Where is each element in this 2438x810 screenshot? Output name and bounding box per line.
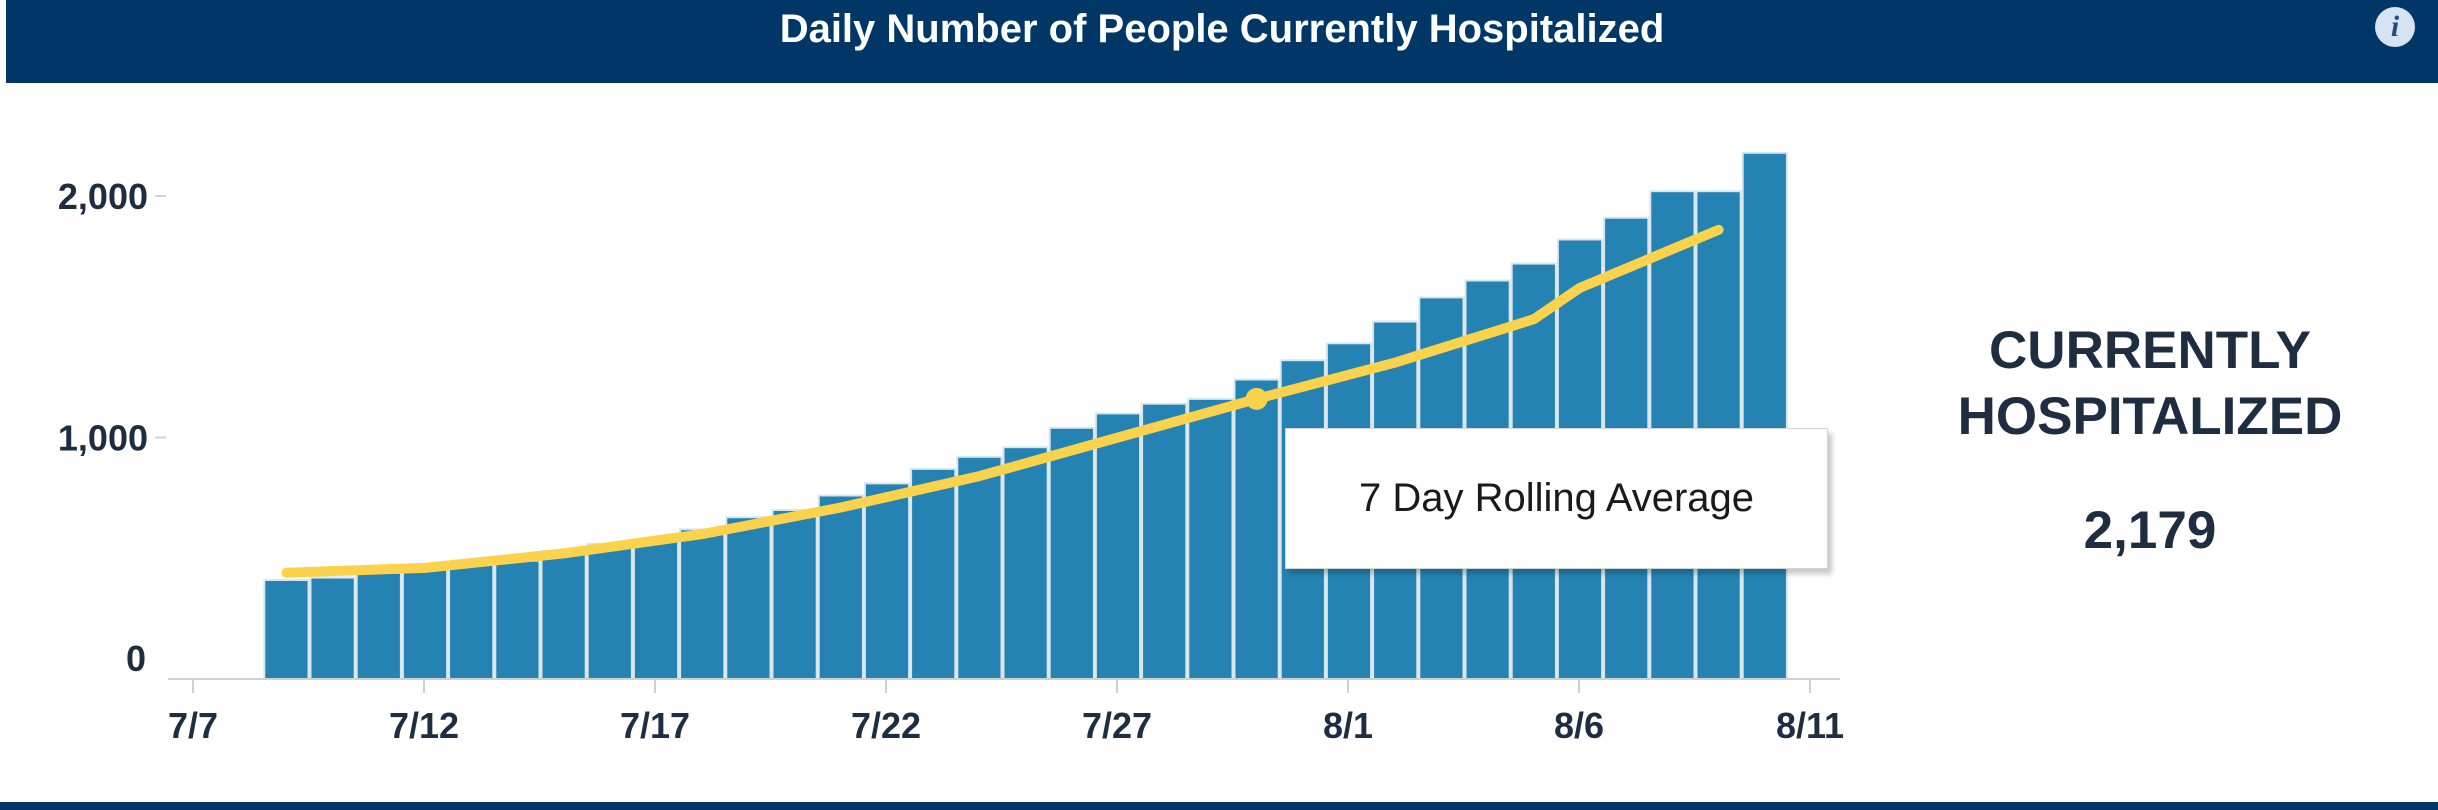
rolling-average-marker [1245,387,1268,410]
bar-7-21 [817,494,864,680]
bar-7-23 [910,467,957,680]
chart-header: Daily Number of People Currently Hospita… [6,0,2438,83]
kpi-panel: CURRENTLY HOSPITALIZED 2,179 [1900,318,2400,561]
x-tick-label-8-1: 8/1 [1323,705,1373,746]
x-tick-label-8-11: 8/11 [1776,705,1844,746]
x-tick-label-7-22: 7/22 [851,705,921,746]
bar-7-12 [401,566,449,680]
tooltip-label: 7 Day Rolling Average [1358,476,1755,520]
bar-7-17 [632,539,680,680]
x-tick-label-7-12: 7/12 [389,705,459,746]
rolling-average-tooltip: 7 Day Rolling Average [1285,428,1828,569]
bar-7-27 [1094,412,1142,680]
x-tick-label-7-7: 7/7 [168,705,218,746]
bar-7-13 [448,563,495,680]
bar-7-11 [355,571,402,681]
y-tick-label-1000: 1,000 [58,418,148,459]
x-tick-label-7-17: 7/17 [620,705,690,746]
bar-7-9 [263,579,310,680]
bar-7-16 [586,542,633,680]
rolling-average-line [281,224,1724,578]
y-tick-label-2000: 2,000 [58,176,148,217]
bar-7-15 [540,550,587,680]
bar-7-22 [863,482,911,680]
x-tick-label-8-6: 8/6 [1554,705,1604,746]
bar-7-30 [1233,378,1280,680]
kpi-value: 2,179 [2083,501,2217,560]
info-icon[interactable]: i [2375,7,2415,47]
bar-8-10 [1741,151,1788,681]
bar-7-29 [1187,397,1234,680]
bar-7-10 [309,576,356,681]
chart-title: Daily Number of People Currently Hospita… [779,7,1665,51]
bar-7-14 [494,559,541,681]
x-tick-label-7-27: 7/27 [1082,705,1152,746]
bar-7-24 [956,455,1003,680]
y-tick-label-0: 0 [126,638,146,679]
kpi-label: CURRENTLY HOSPITALIZED [1957,321,2343,446]
bar-7-25 [1002,446,1049,681]
bar-7-20 [771,509,818,680]
bar-7-28 [1141,402,1188,680]
footer-bar [0,802,2438,810]
bar-7-19 [725,516,772,681]
bar-7-26 [1048,426,1095,680]
bar-7-18 [679,528,726,680]
